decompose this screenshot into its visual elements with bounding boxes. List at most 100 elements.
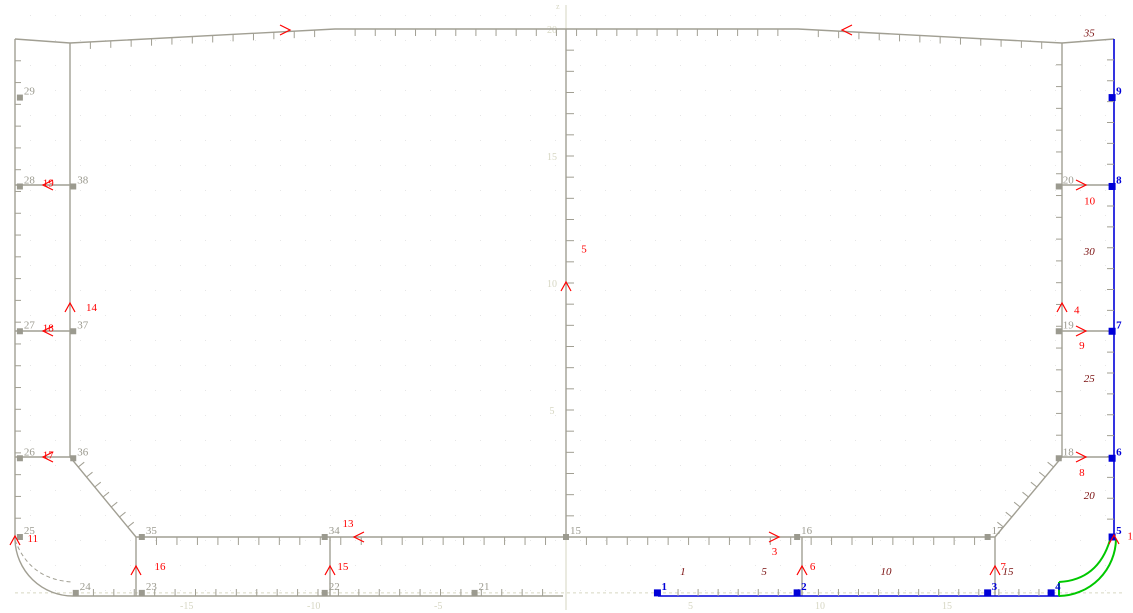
- grid-dot: [555, 215, 556, 216]
- grid-dot: [1055, 265, 1056, 266]
- blue-node-markers: 1234567891011: [653, 86, 1122, 597]
- red-arrow: [41, 179, 54, 191]
- grid-dot: [1005, 15, 1006, 16]
- grid-dot: [1005, 240, 1006, 241]
- grid-dot: [130, 340, 131, 341]
- grid-dot: [730, 65, 731, 66]
- grid-dot: [605, 390, 606, 391]
- grid-dot: [555, 465, 556, 466]
- grid-dot: [380, 240, 381, 241]
- grid-dot: [930, 65, 931, 66]
- grid-dot: [55, 315, 56, 316]
- grid-dot: [1030, 215, 1031, 216]
- grid-dot: [955, 565, 956, 566]
- grid-dot: [105, 565, 106, 566]
- grid-dot: [730, 15, 731, 16]
- grid-dot: [855, 165, 856, 166]
- grid-dot: [630, 365, 631, 366]
- grid-dot: [680, 590, 681, 591]
- grid-dot: [830, 490, 831, 491]
- grid-dot: [430, 65, 431, 66]
- grid-dot: [405, 315, 406, 316]
- grid-dot: [1080, 265, 1081, 266]
- grid-dot: [405, 40, 406, 41]
- grid-dot: [805, 165, 806, 166]
- grid-dot: [830, 365, 831, 366]
- grid-dot: [1030, 115, 1031, 116]
- grid-dot: [1005, 290, 1006, 291]
- grid-dot: [955, 215, 956, 216]
- grid-dot: [30, 590, 31, 591]
- blue-node-label: 7: [1116, 319, 1122, 331]
- grid-dot: [755, 65, 756, 66]
- grid-dot: [1055, 190, 1056, 191]
- grid-dot: [705, 240, 706, 241]
- grid-dot: [955, 40, 956, 41]
- grid-dot: [155, 165, 156, 166]
- grid-dot: [530, 15, 531, 16]
- grid-dot: [330, 240, 331, 241]
- grid-dot: [55, 140, 56, 141]
- grid-dot: [1030, 265, 1031, 266]
- node-marker: [1055, 328, 1062, 335]
- blue-node-label: 5: [1116, 525, 1122, 537]
- grid-dot: [1030, 465, 1031, 466]
- grid-dot: [755, 115, 756, 116]
- grid-dot: [205, 240, 206, 241]
- grid-dot: [930, 590, 931, 591]
- grid-dot: [230, 40, 231, 41]
- grid-dot: [605, 340, 606, 341]
- grid-dot: [780, 490, 781, 491]
- grid-dot: [455, 265, 456, 266]
- stiffener-tick: [1030, 481, 1038, 488]
- grid-dot: [905, 540, 906, 541]
- grid-dot: [705, 90, 706, 91]
- red-arrow: [9, 534, 21, 546]
- red-arrow: [324, 564, 336, 576]
- grid-dot: [280, 90, 281, 91]
- grid-dot: [880, 65, 881, 66]
- grid-dot: [480, 115, 481, 116]
- grid-dot: [355, 490, 356, 491]
- grid-dot: [105, 265, 106, 266]
- grid-dot: [655, 115, 656, 116]
- grid-dot: [105, 340, 106, 341]
- grid-dot: [705, 540, 706, 541]
- grid-dot: [430, 340, 431, 341]
- grid-dot: [305, 165, 306, 166]
- grid-dot: [155, 65, 156, 66]
- grid-dot: [405, 390, 406, 391]
- grid-dot: [730, 440, 731, 441]
- grid-dot: [455, 415, 456, 416]
- grid-dot: [230, 340, 231, 341]
- grid-dot: [380, 15, 381, 16]
- grid-dot: [780, 465, 781, 466]
- grid-dot: [855, 40, 856, 41]
- grid-dot: [505, 565, 506, 566]
- x-tick-label: 15: [942, 601, 952, 612]
- grid-dot: [280, 140, 281, 141]
- grid-dot: [580, 215, 581, 216]
- grid-dot: [1030, 65, 1031, 66]
- grid-dot: [955, 415, 956, 416]
- grid-dot: [405, 440, 406, 441]
- grid-dot: [705, 565, 706, 566]
- grid-dot: [330, 490, 331, 491]
- grid-dot: [655, 240, 656, 241]
- node-marker: [72, 589, 79, 596]
- grid-dot: [505, 365, 506, 366]
- grid-dot: [455, 465, 456, 466]
- grid-dot: [780, 40, 781, 41]
- grid-dot: [1105, 115, 1106, 116]
- grid-dot: [530, 465, 531, 466]
- grid-dot: [155, 315, 156, 316]
- grid-dot: [180, 140, 181, 141]
- grid-dot: [1005, 315, 1006, 316]
- grid-dot: [155, 190, 156, 191]
- grid-dot: [130, 15, 131, 16]
- grid-dot: [1030, 40, 1031, 41]
- grid-dot: [305, 565, 306, 566]
- grid-dot: [555, 190, 556, 191]
- grid-dot: [180, 390, 181, 391]
- red-arrow: [840, 24, 853, 36]
